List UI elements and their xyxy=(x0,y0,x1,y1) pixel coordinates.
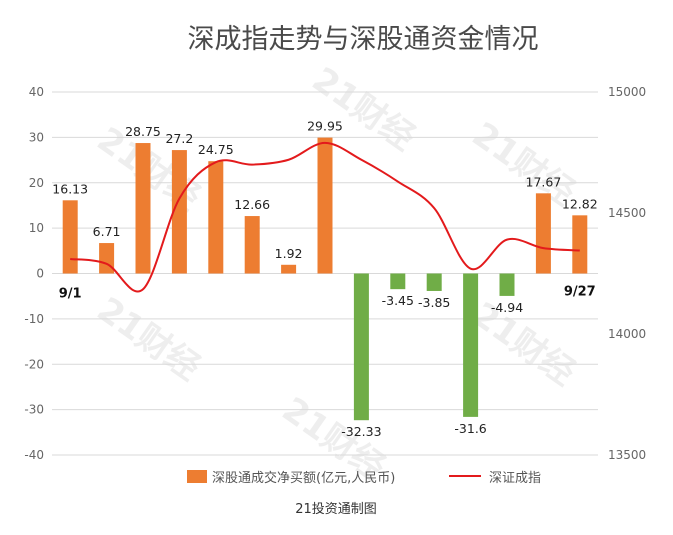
bar-data-label: 17.67 xyxy=(526,174,562,189)
bar-9/5 xyxy=(208,161,224,274)
bar-data-labels: 16.13 6.71 28.75 27.2 24.75 12.66 1.92 29.95 -32… xyxy=(52,119,597,440)
right-tick-label: 14500 xyxy=(608,206,646,220)
bar-9/7 xyxy=(281,264,297,274)
bar-9/12 xyxy=(463,273,479,417)
right-tick-label: 15000 xyxy=(608,85,646,99)
left-tick-label: -40 xyxy=(24,448,44,462)
left-tick-label: 0 xyxy=(36,267,44,281)
legend-bar-label: 深股通成交净买额(亿元,人民币) xyxy=(212,470,395,486)
bar-9/8 xyxy=(317,137,333,274)
bar-9/13 xyxy=(499,273,515,296)
line-series-深证成指 xyxy=(70,141,580,293)
left-tick-label: 40 xyxy=(29,85,44,99)
bar-data-label: 29.95 xyxy=(307,119,343,134)
legend-line-label: 深证成指 xyxy=(489,471,541,486)
bar-series xyxy=(62,137,588,421)
bar-9/9 xyxy=(353,273,369,421)
right-tick-label: 14000 xyxy=(608,327,646,341)
legend-bar-swatch xyxy=(187,470,207,483)
bar-data-label: -32.33 xyxy=(341,424,381,439)
left-tick-label: -10 xyxy=(24,312,44,326)
first-date-label: 9/1 xyxy=(59,287,82,302)
bar-9/1 xyxy=(62,200,78,274)
bar-data-label: 12.82 xyxy=(562,196,598,211)
bar-data-label: 28.75 xyxy=(125,124,161,139)
left-y-axis: 40 30 20 10 0 -10 -20 -30 -40 xyxy=(24,85,44,462)
bar-9/10 xyxy=(390,273,406,290)
legend: 深股通成交净买额(亿元,人民币) 深证成指 xyxy=(187,470,541,486)
bar-data-label: 1.92 xyxy=(275,246,303,261)
bar-data-label: 16.13 xyxy=(52,181,88,196)
bar-9/15 xyxy=(572,215,588,274)
right-tick-label: 13500 xyxy=(608,448,646,462)
bar-data-label: 12.66 xyxy=(234,197,270,212)
right-y-axis: 15000 14500 14000 13500 xyxy=(608,85,646,462)
bar-data-label: 27.2 xyxy=(165,131,193,146)
bar-data-label: 24.75 xyxy=(198,142,234,157)
last-date-label: 9/27 xyxy=(564,285,596,300)
bar-data-label: 6.71 xyxy=(93,224,121,239)
bar-9/14 xyxy=(535,193,551,274)
left-tick-label: 30 xyxy=(29,130,44,144)
chart-title: 深成指走势与深股通资金情况 xyxy=(188,24,539,55)
bar-data-label: -4.94 xyxy=(491,300,523,315)
watermark-5: 21财经 xyxy=(465,295,582,394)
watermark-3: 21财经 xyxy=(90,290,207,389)
bar-9/6 xyxy=(244,216,260,274)
left-tick-label: -20 xyxy=(24,357,44,371)
bar-9/11 xyxy=(426,273,442,291)
bar-9/4 xyxy=(171,150,187,274)
source-caption: 21投资通制图 xyxy=(295,501,377,517)
left-tick-label: 20 xyxy=(29,176,44,190)
bar-data-label: -3.85 xyxy=(418,295,450,310)
bar-data-label: -3.45 xyxy=(382,293,414,308)
left-tick-label: -30 xyxy=(24,403,44,417)
bar-9/3 xyxy=(135,143,151,274)
bar-data-label: -31.6 xyxy=(454,421,486,436)
left-tick-label: 10 xyxy=(29,221,44,235)
